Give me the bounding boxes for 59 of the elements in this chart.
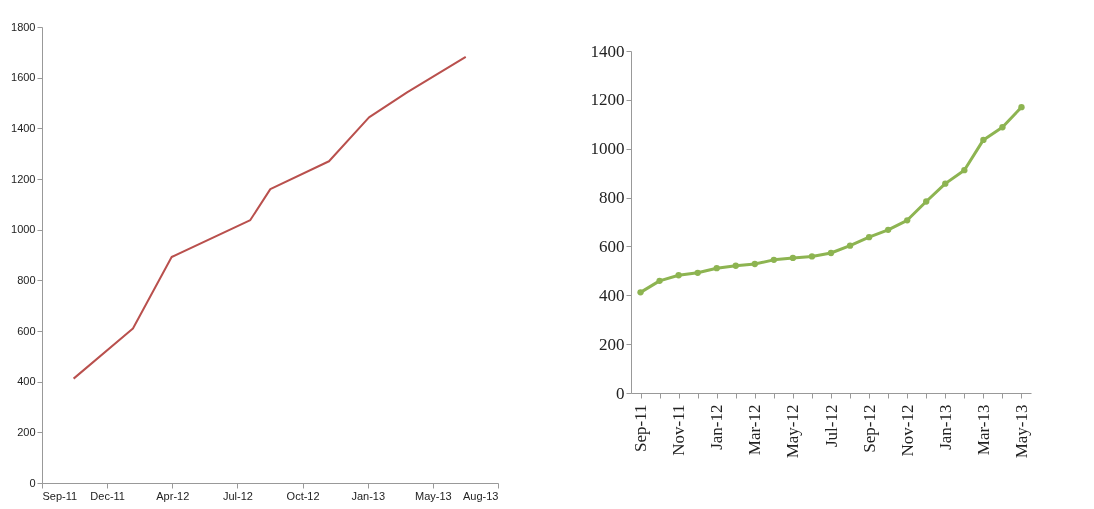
x-tick-label: May-13: [1011, 404, 1031, 459]
x-tick-label: Jan-13: [935, 404, 955, 450]
y-tick-label: 200: [17, 425, 36, 438]
y-tick-label: 600: [599, 236, 625, 256]
y-tick-label: 800: [17, 273, 36, 286]
y-tick-label: 800: [599, 188, 625, 208]
point: [961, 167, 968, 174]
x-tick-label: Oct-12: [286, 489, 320, 502]
x-tick-label: Dec-11: [90, 489, 125, 502]
y-tick-label: 1200: [590, 90, 625, 110]
point: [942, 180, 949, 187]
y-tick-label: 1800: [11, 20, 36, 33]
x-tick-label: Jan-13: [351, 489, 386, 502]
point: [999, 124, 1006, 131]
y-tick-label: 1400: [590, 41, 625, 61]
point: [884, 226, 892, 233]
point: [770, 256, 778, 264]
y-tick-label: 400: [17, 375, 36, 388]
point: [808, 253, 816, 260]
x-tick-label: Aug-13: [463, 489, 499, 502]
point: [789, 254, 797, 262]
x-tick-label: Apr-12: [156, 489, 190, 502]
y-tick-label: 0: [616, 383, 625, 403]
x-tick-label: Sep-11: [631, 404, 651, 453]
x-tick-label: Jul-12: [821, 404, 841, 447]
y-tick-label: 1600: [11, 71, 36, 84]
y-tick-label: 1200: [11, 172, 36, 185]
point: [732, 262, 739, 269]
x-tick-label: Mar-12: [745, 404, 765, 456]
point: [675, 272, 682, 279]
point: [656, 277, 663, 285]
x-tick-label: Jul-12: [222, 489, 253, 502]
x-tick-label: Mar-13: [973, 404, 993, 456]
y-tick-label: 600: [17, 324, 36, 337]
y-tick-label: 1000: [11, 223, 36, 236]
x-tick-label: Jan-12: [707, 404, 727, 450]
point: [980, 136, 987, 144]
x-tick-label: Sep-11: [42, 489, 78, 502]
x-tick-label: Sep-12: [859, 404, 879, 453]
point: [846, 242, 854, 249]
y-tick-label: 0: [29, 476, 36, 489]
point: [904, 217, 911, 224]
point: [751, 260, 758, 268]
point: [827, 249, 835, 257]
point: [865, 233, 873, 241]
point: [694, 269, 701, 276]
point: [713, 265, 720, 272]
y-tick-label: 400: [599, 285, 625, 305]
point: [637, 289, 644, 296]
point: [1018, 104, 1025, 111]
y-tick-label: 1000: [590, 139, 625, 159]
y-tick-label: 1400: [11, 121, 36, 134]
line-series: [72, 55, 467, 380]
y-tick-label: 200: [599, 334, 625, 354]
x-tick-label: Nov-11: [669, 404, 689, 456]
x-tick-label: May-12: [783, 404, 803, 459]
x-tick-label: Nov-12: [897, 404, 917, 457]
point: [923, 198, 930, 205]
x-tick-label: May-13: [415, 489, 452, 502]
